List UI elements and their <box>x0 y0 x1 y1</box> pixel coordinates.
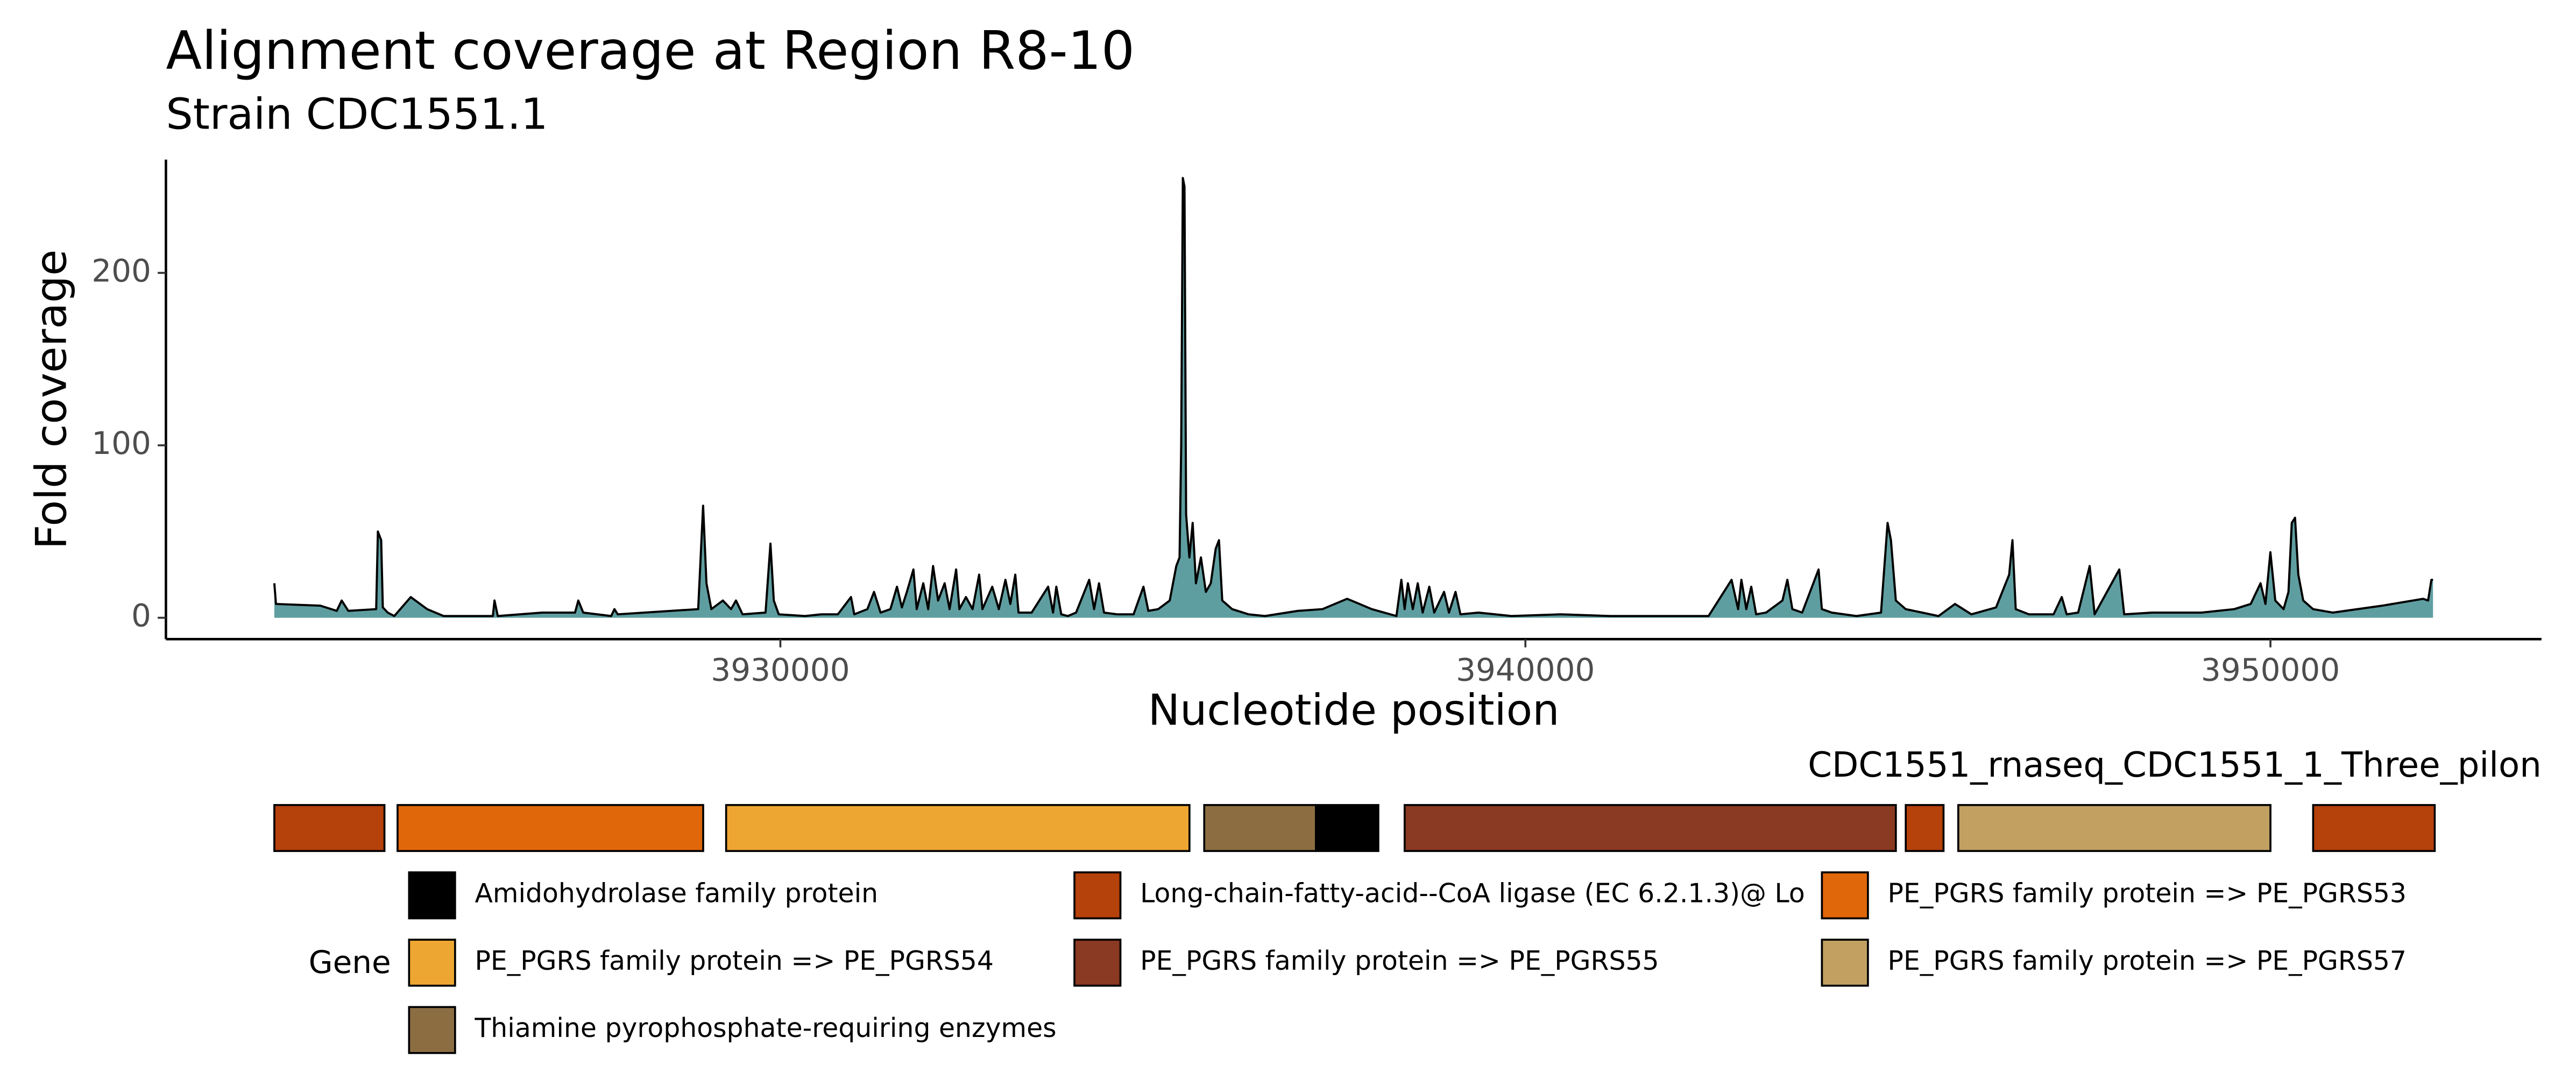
chart-title: Alignment coverage at Region R8-10 <box>166 20 1135 82</box>
legend-key <box>408 871 456 920</box>
legend-label: PE_PGRS family protein => PE_PGRS57 <box>1888 946 2407 976</box>
coverage-line <box>273 177 2433 617</box>
gene-feature <box>1957 804 2271 852</box>
x-axis-label: Nucleotide position <box>1148 685 1560 735</box>
x-tick-label: 3930000 <box>711 652 850 688</box>
legend-key <box>1821 939 1869 987</box>
gene-feature <box>1905 804 1945 852</box>
legend-label: Long-chain-fatty-acid--CoA ligase (EC 6.… <box>1140 878 1805 909</box>
y-tick-label: 100 <box>91 425 151 461</box>
y-tick-label: 0 <box>131 598 151 634</box>
legend-title: Gene <box>309 944 391 980</box>
gene-feature <box>2312 804 2436 852</box>
gene-feature <box>397 804 704 852</box>
gene-feature <box>1403 804 1897 852</box>
legend-key <box>1821 871 1869 920</box>
gene-feature <box>1203 804 1317 852</box>
gene-feature <box>1315 804 1379 852</box>
legend-label: PE_PGRS family protein => PE_PGRS55 <box>1140 946 1659 976</box>
legend-label: PE_PGRS family protein => PE_PGRS54 <box>475 946 993 976</box>
track-title: CDC1551_rnaseq_CDC1551_1_Three_pilon <box>1808 745 2542 785</box>
y-axis-label: Fold coverage <box>26 250 76 550</box>
gene-feature <box>273 804 386 852</box>
x-tick-label: 3950000 <box>2201 652 2340 688</box>
legend-label: Thiamine pyrophosphate-requiring enzymes <box>474 1013 1056 1043</box>
x-tick-label: 3940000 <box>1456 652 1595 688</box>
legend-key <box>1073 871 1122 920</box>
legend-label: PE_PGRS family protein => PE_PGRS53 <box>1888 878 2407 909</box>
gene-feature <box>725 804 1191 852</box>
y-tick-label: 200 <box>91 252 151 289</box>
legend-key <box>408 1006 456 1054</box>
legend-label: Amidohydrolase family protein <box>475 878 878 909</box>
legend-key <box>1073 939 1122 987</box>
legend-key <box>408 939 456 987</box>
chart-subtitle: Strain CDC1551.1 <box>166 89 548 139</box>
